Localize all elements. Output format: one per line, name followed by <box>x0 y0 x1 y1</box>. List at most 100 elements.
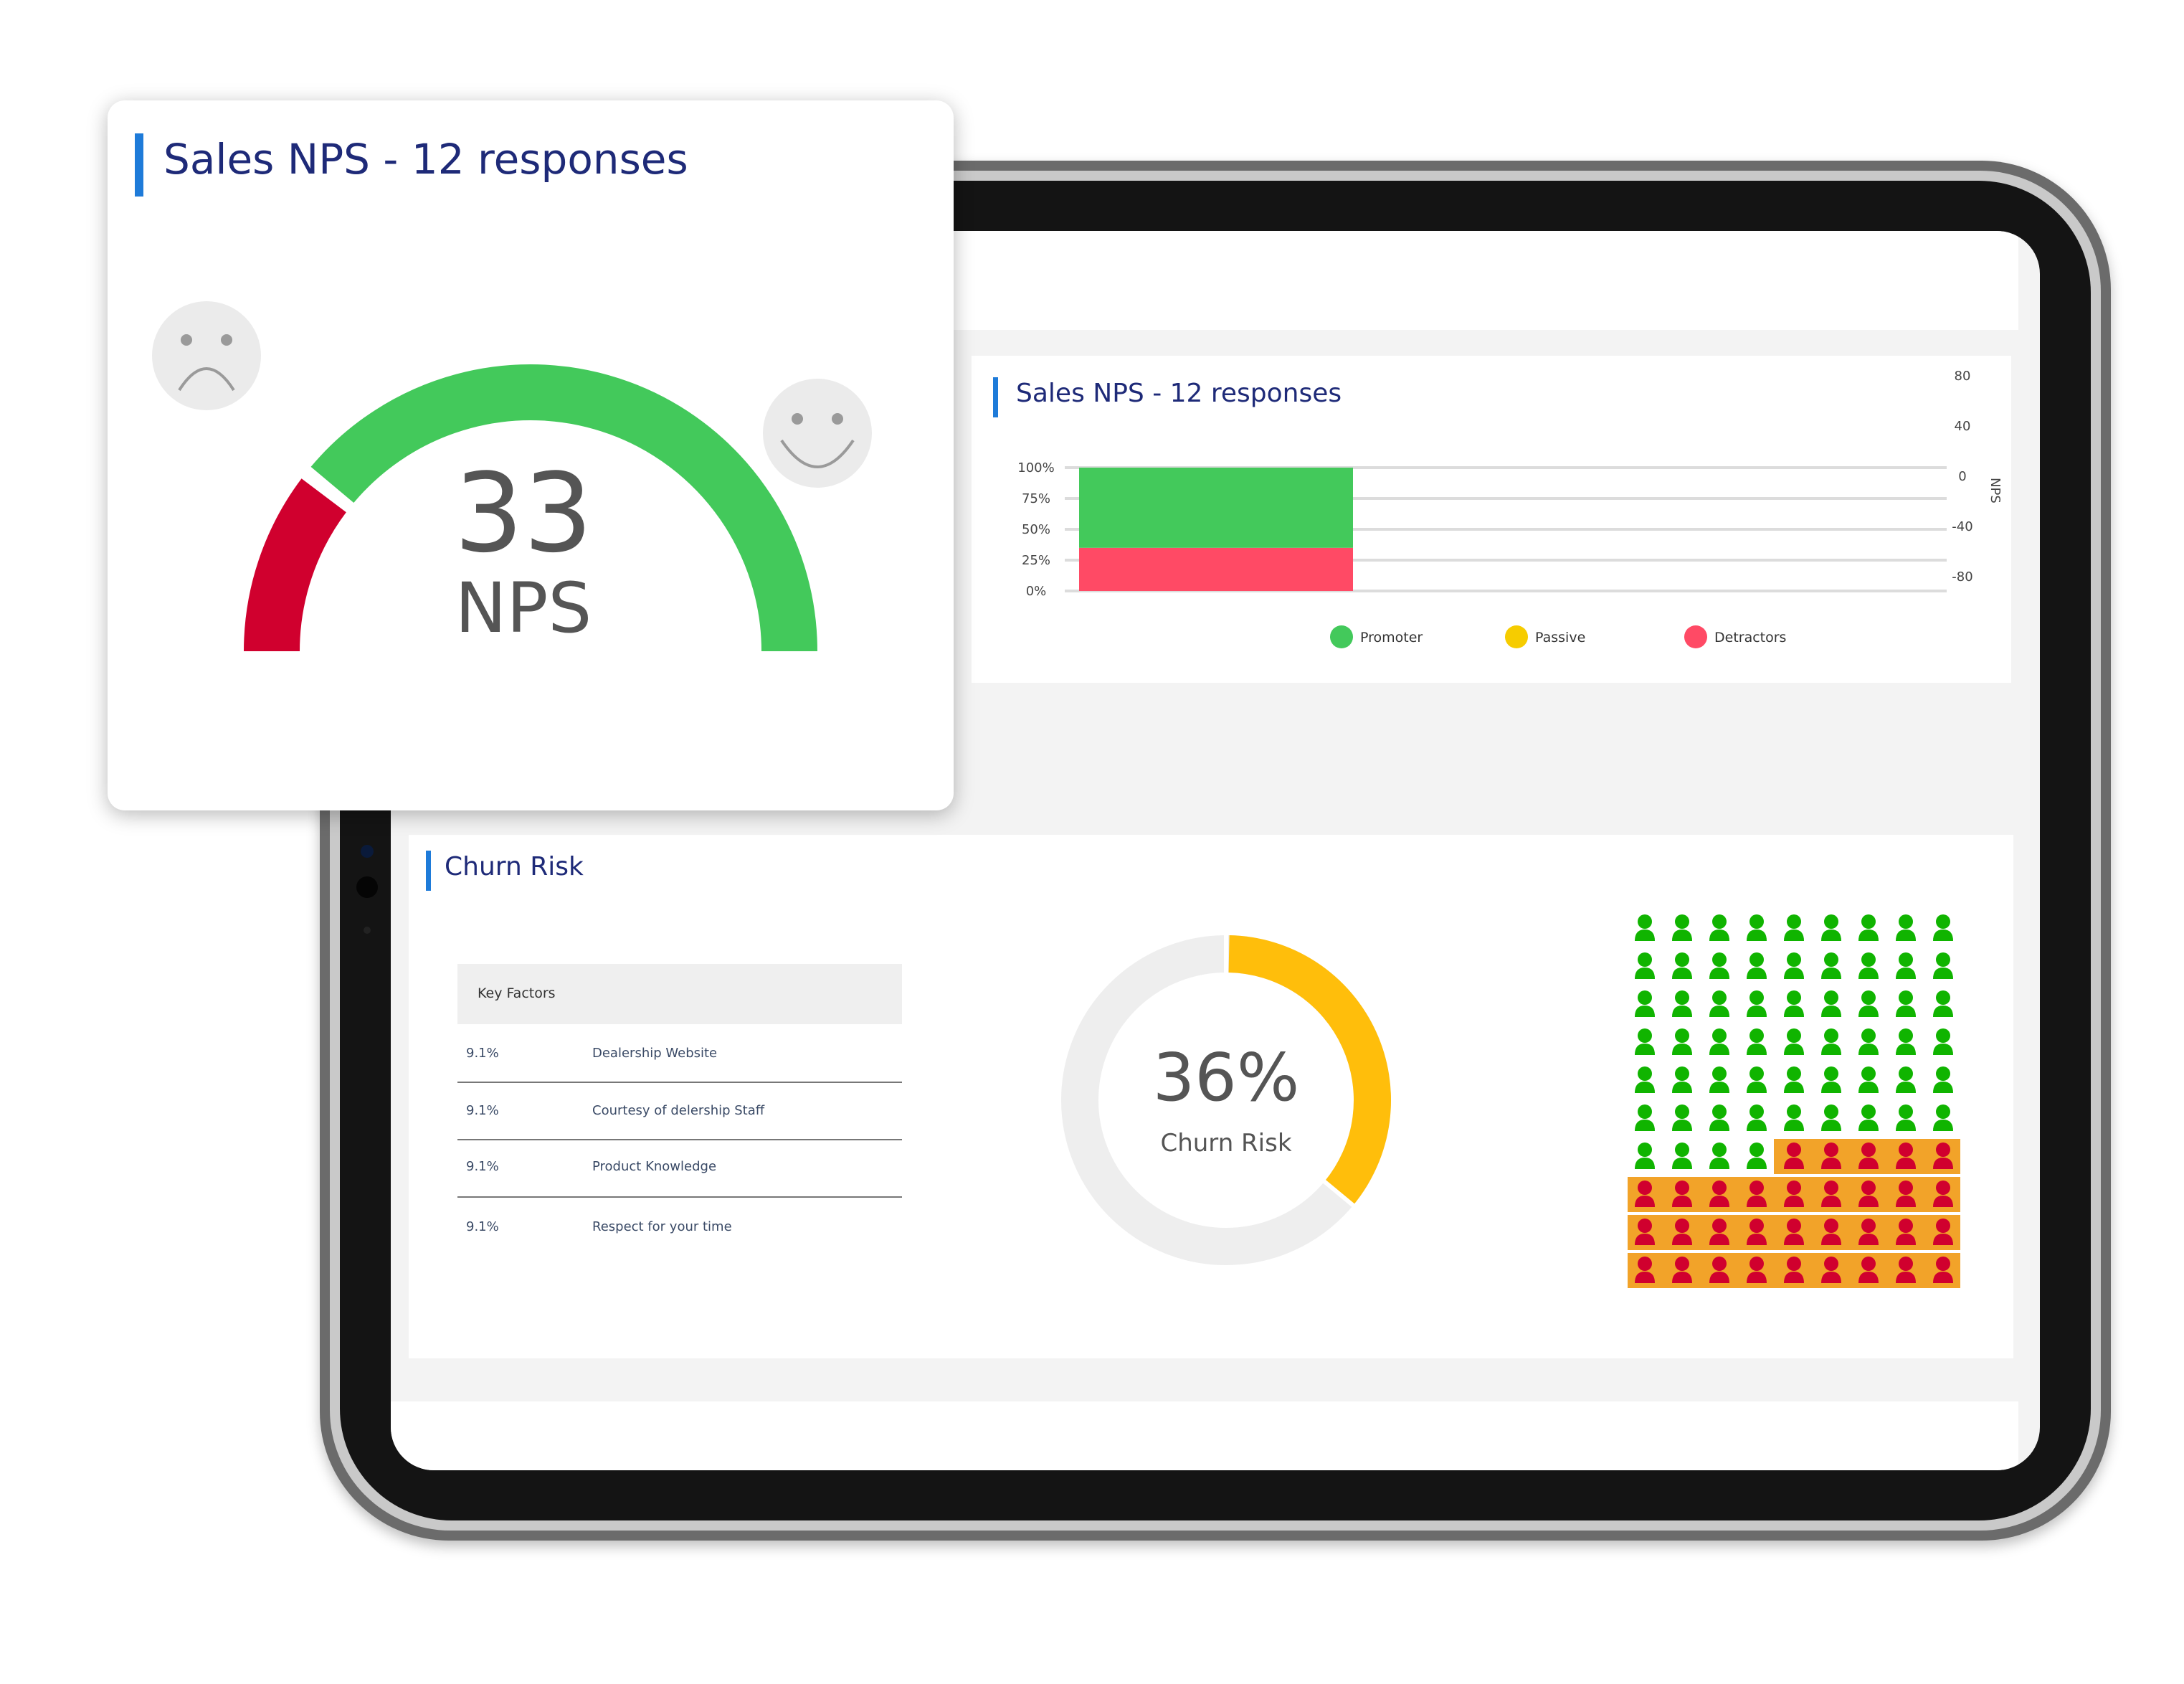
person-icon <box>1896 1257 1916 1283</box>
person-body <box>1672 1006 1692 1017</box>
person-head <box>1749 990 1764 1005</box>
person-icon <box>1784 1066 1804 1093</box>
person-head <box>1712 914 1727 929</box>
person-icon <box>1933 1104 1953 1131</box>
person-body <box>1933 1006 1953 1017</box>
person-icon <box>1672 1104 1692 1131</box>
person-head <box>1712 1066 1727 1081</box>
person-head <box>1861 1066 1876 1081</box>
person-icon <box>1858 1219 1879 1245</box>
person-head <box>1712 952 1727 967</box>
person-icon <box>1747 1066 1767 1093</box>
title-accent <box>426 851 431 891</box>
person-icon <box>1784 914 1804 941</box>
person-head <box>1861 1219 1876 1233</box>
person-body <box>1709 1044 1729 1055</box>
person-head <box>1787 990 1801 1005</box>
y2-tick-label: 80 <box>1955 369 1971 384</box>
title-accent <box>993 377 998 417</box>
person-body <box>1784 1272 1804 1283</box>
person-body <box>1896 1196 1916 1207</box>
person-body <box>1896 1082 1916 1093</box>
table-row: 9.1% Product Knowledge <box>457 1140 902 1198</box>
y-tick-label: 100% <box>1017 460 1054 476</box>
person-icon <box>1784 1104 1804 1131</box>
person-body <box>1858 1196 1879 1207</box>
person-head <box>1899 952 1913 967</box>
person-icon <box>1747 952 1767 979</box>
person-body <box>1896 1044 1916 1055</box>
gauge-detractor-arc <box>244 478 347 652</box>
person-body <box>1635 1272 1655 1283</box>
factor-pct: 9.1% <box>466 1103 499 1118</box>
person-head <box>1675 1104 1689 1119</box>
person-head <box>1749 1257 1764 1271</box>
person-body <box>1821 1044 1841 1055</box>
person-head <box>1749 1181 1764 1195</box>
person-body <box>1784 1158 1804 1169</box>
person-icon <box>1858 1028 1879 1055</box>
person-body <box>1821 1196 1841 1207</box>
person-icon <box>1896 990 1916 1017</box>
key-factors-header: Key Factors <box>457 964 902 1024</box>
person-head <box>1787 1181 1801 1195</box>
person-body <box>1933 929 1953 941</box>
sad-face-icon <box>152 301 261 410</box>
person-body <box>1635 1044 1655 1055</box>
bar-detractors <box>1079 547 1353 591</box>
person-icon <box>1896 952 1916 979</box>
person-head <box>1824 1104 1838 1119</box>
person-body <box>1635 1120 1655 1131</box>
person-icon <box>1747 914 1767 941</box>
person-head <box>1638 1257 1652 1271</box>
person-body <box>1821 1120 1841 1131</box>
person-head <box>1638 1219 1652 1233</box>
legend-dot-passive <box>1505 625 1528 648</box>
person-icon <box>1747 1143 1767 1169</box>
microphone-icon <box>364 927 371 934</box>
person-icon <box>1709 1066 1729 1093</box>
person-icon <box>1709 1257 1729 1283</box>
nps-gauge-card: Sales NPS - 12 responses 33 NPS <box>108 100 954 810</box>
person-head <box>1936 1104 1950 1119</box>
person-body <box>1933 1120 1953 1131</box>
person-head <box>1712 1104 1727 1119</box>
person-body <box>1635 1158 1655 1169</box>
person-body <box>1709 1120 1729 1131</box>
person-icon <box>1784 1028 1804 1055</box>
person-icon <box>1672 914 1692 941</box>
person-body <box>1933 1158 1953 1169</box>
legend-label: Detractors <box>1714 630 1786 645</box>
nps-score-unit: NPS <box>455 568 592 648</box>
person-head <box>1936 1219 1950 1233</box>
person-body <box>1784 1006 1804 1017</box>
person-icon <box>1635 1143 1655 1169</box>
person-body <box>1672 968 1692 979</box>
person-head <box>1638 1143 1652 1157</box>
person-icon <box>1635 914 1655 941</box>
person-head <box>1675 990 1689 1005</box>
person-icon <box>1933 1028 1953 1055</box>
person-icon <box>1933 914 1953 941</box>
factor-label: Dealership Website <box>592 1046 718 1061</box>
person-body <box>1672 929 1692 941</box>
person-icon <box>1784 990 1804 1017</box>
person-body <box>1709 929 1729 941</box>
person-body <box>1635 1234 1655 1245</box>
person-icon <box>1858 914 1879 941</box>
person-head <box>1936 990 1950 1005</box>
person-head <box>1899 914 1913 929</box>
person-body <box>1896 929 1916 941</box>
person-icon <box>1933 990 1953 1017</box>
person-head <box>1899 1143 1913 1157</box>
person-head <box>1936 1066 1950 1081</box>
person-body <box>1672 1196 1692 1207</box>
person-body <box>1747 1082 1767 1093</box>
person-head <box>1861 914 1876 929</box>
person-icon <box>1896 1104 1916 1131</box>
person-head <box>1824 1181 1838 1195</box>
person-icon <box>1933 1143 1953 1169</box>
person-body <box>1635 1006 1655 1017</box>
person-head <box>1712 1219 1727 1233</box>
person-icon <box>1635 1066 1655 1093</box>
